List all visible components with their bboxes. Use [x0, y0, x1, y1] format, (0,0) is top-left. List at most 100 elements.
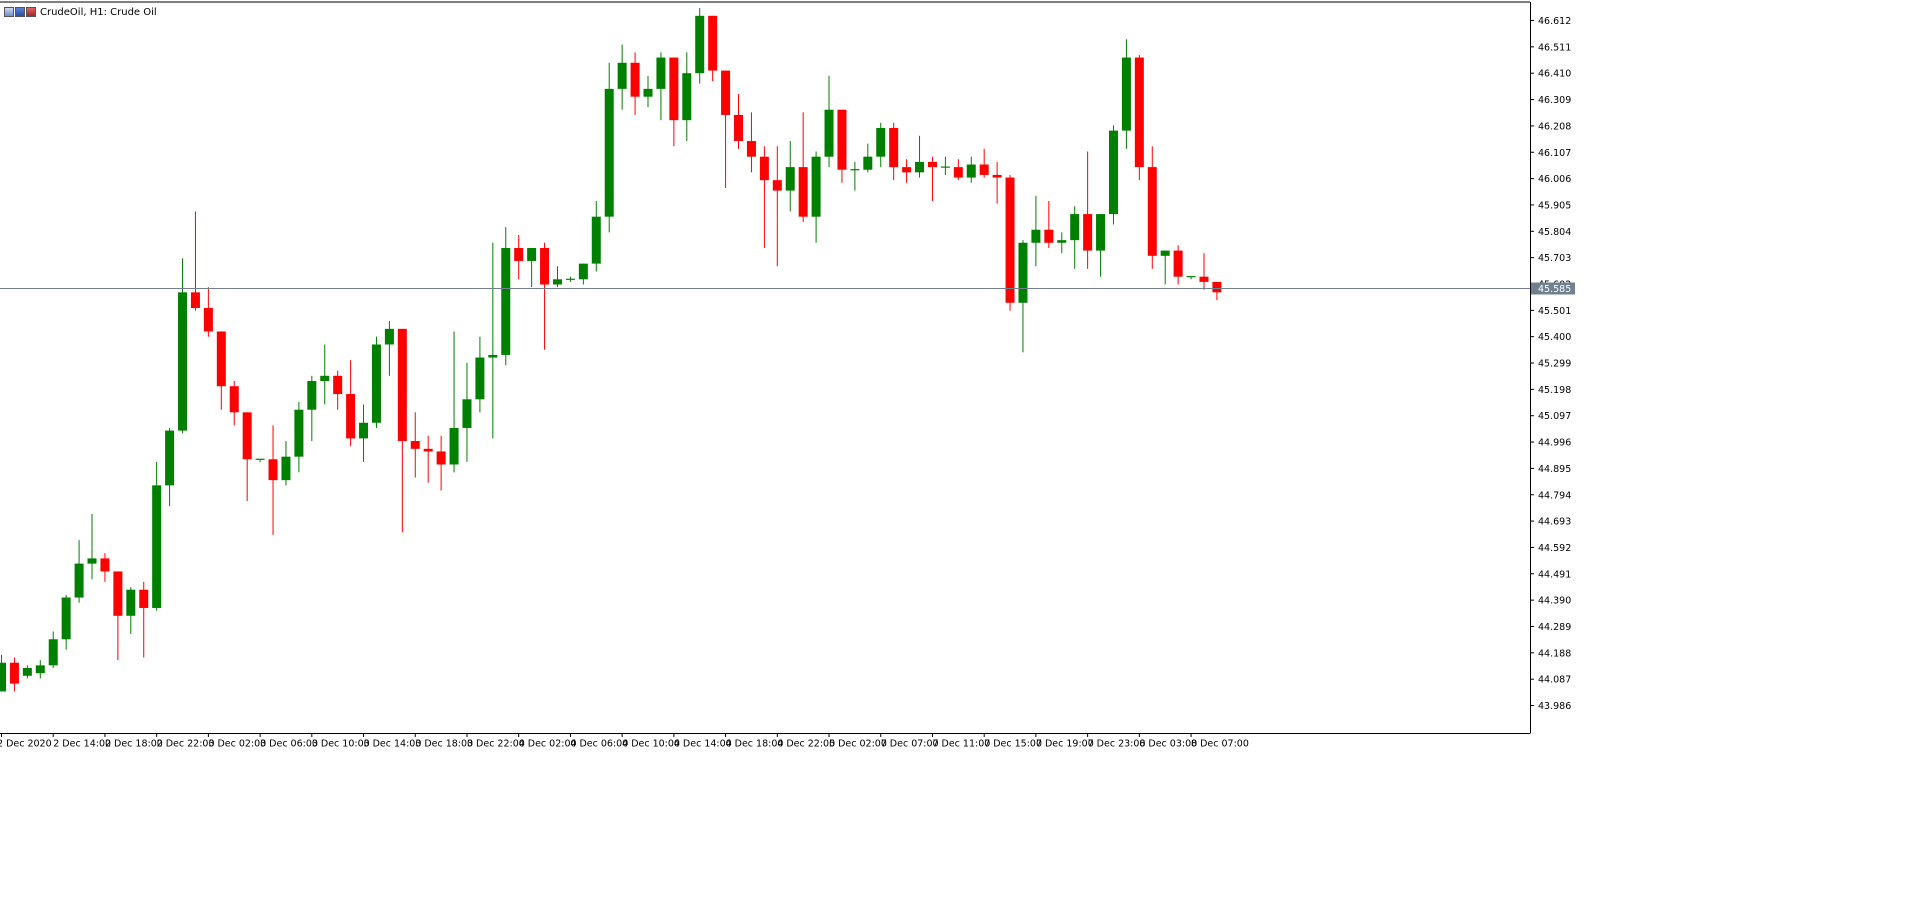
x-tick-label: 8 Dec 03:00	[1139, 739, 1197, 750]
candle	[190, 211, 200, 311]
y-tick-label: 44.794	[1538, 490, 1571, 501]
candle-body	[695, 15, 705, 74]
candle	[695, 8, 705, 84]
candle	[1160, 250, 1170, 285]
candle-body	[87, 558, 97, 564]
x-tick-label: 7 Dec 11:00	[932, 739, 990, 750]
chart-header: CrudeOil, H1: Crude Oil	[4, 5, 157, 19]
candle-body	[22, 667, 32, 676]
candle	[1173, 245, 1183, 285]
candle-body	[708, 15, 718, 71]
x-tick-label: 3 Dec 18:00	[415, 739, 473, 750]
y-tick-label: 45.299	[1538, 359, 1571, 370]
candle	[74, 540, 84, 603]
candle-body	[837, 109, 847, 170]
candle-body	[915, 161, 925, 173]
candle-body	[604, 88, 614, 217]
y-tick-label: 45.501	[1538, 306, 1571, 317]
candle	[1108, 125, 1118, 225]
candle-body	[423, 448, 433, 452]
candle-body	[436, 451, 446, 465]
candle	[1057, 232, 1067, 254]
candle	[617, 44, 627, 110]
y-tick-label: 44.895	[1538, 464, 1571, 475]
candle-body	[979, 164, 989, 175]
candle	[22, 665, 32, 679]
y-tick-label: 44.188	[1538, 648, 1571, 659]
candle-body	[48, 639, 58, 666]
candle	[152, 461, 162, 611]
candle-body	[1096, 214, 1106, 251]
candle	[837, 109, 847, 183]
trade-arrow-icon[interactable]	[15, 7, 25, 17]
candle	[0, 654, 6, 692]
candle	[578, 263, 588, 285]
candle	[979, 148, 989, 178]
candle-body	[371, 344, 381, 423]
candle	[1147, 146, 1157, 269]
candle-body	[902, 167, 912, 173]
candle	[294, 401, 304, 473]
candle	[346, 360, 356, 447]
candle-body	[1018, 242, 1028, 303]
candle-body	[1070, 214, 1080, 241]
y-tick-label: 44.592	[1538, 543, 1571, 554]
candle	[423, 435, 433, 483]
y-tick-label: 45.905	[1538, 200, 1571, 211]
candle-body	[152, 485, 162, 608]
candle-body	[9, 662, 19, 684]
x-tick-label: 3 Dec 22:00	[467, 739, 525, 750]
candle-body	[384, 328, 394, 345]
candle-body	[1083, 214, 1093, 251]
y-tick-label: 45.400	[1538, 332, 1571, 343]
candle-body	[307, 381, 317, 410]
candle-body	[630, 62, 640, 97]
candle	[9, 657, 19, 692]
y-tick-label: 45.097	[1538, 411, 1571, 422]
candle-body	[1173, 250, 1183, 277]
x-tick-label: 7 Dec 07:00	[881, 739, 939, 750]
candle-body	[410, 441, 420, 449]
candle-body	[139, 589, 149, 608]
candle	[604, 62, 614, 233]
candle	[1005, 174, 1015, 311]
x-tick-label: 4 Dec 10:00	[622, 739, 680, 750]
candle-body	[514, 247, 524, 262]
candle-body	[824, 109, 834, 157]
candle	[759, 146, 769, 248]
candle	[1070, 206, 1080, 269]
candle-body	[1005, 177, 1015, 303]
candle	[1018, 240, 1028, 353]
candle-body	[74, 563, 84, 598]
candle-body	[1212, 281, 1222, 293]
candle-body	[100, 558, 110, 572]
candle	[371, 336, 381, 428]
candle	[61, 594, 71, 650]
candle	[772, 146, 782, 267]
candle	[1134, 54, 1144, 181]
candle-body	[759, 156, 769, 181]
candle	[307, 375, 317, 442]
candle	[630, 52, 640, 115]
candle-body	[772, 180, 782, 191]
candle	[165, 427, 175, 507]
candle	[1096, 214, 1106, 277]
candle	[915, 135, 925, 178]
candle-body	[798, 167, 808, 217]
candle	[87, 514, 97, 580]
x-tick-label: 4 Dec 22:00	[777, 739, 835, 750]
candle-body	[876, 127, 886, 157]
candle-body	[811, 156, 821, 217]
indicator-icon[interactable]	[26, 7, 36, 17]
x-tick-label: 3 Dec 02:00	[208, 739, 266, 750]
candle-body	[333, 375, 343, 395]
candle-body	[229, 386, 239, 413]
candle-body	[126, 589, 136, 616]
chart-settings-icon[interactable]	[4, 7, 14, 17]
candle-body	[1199, 276, 1209, 282]
header-icons[interactable]	[4, 7, 36, 17]
candle	[229, 381, 239, 426]
candle	[410, 412, 420, 478]
